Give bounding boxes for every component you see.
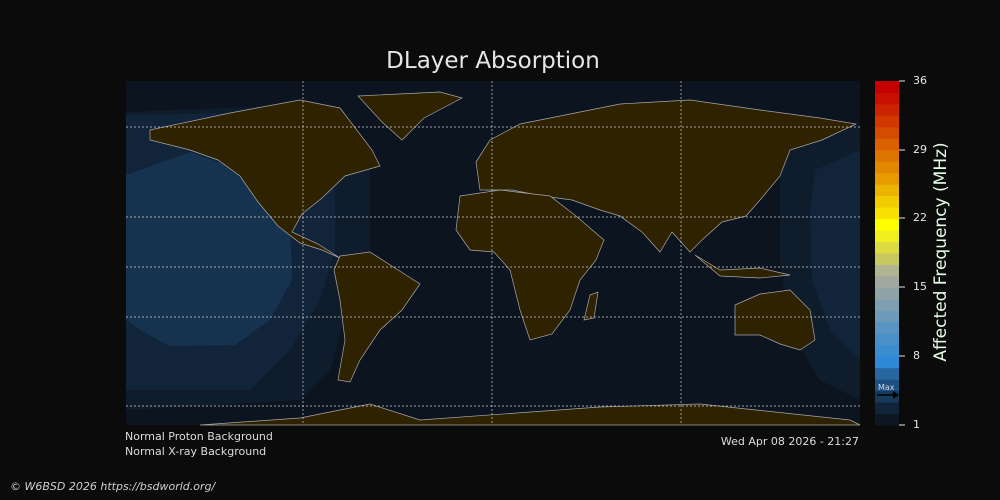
colorbar-segment xyxy=(875,115,899,128)
map-title: DLayer Absorption xyxy=(386,48,600,74)
colorbar-segment xyxy=(875,356,899,369)
colorbar-segment xyxy=(875,241,899,254)
tick-1: 1 xyxy=(913,418,920,431)
colorbar-segment xyxy=(875,321,899,334)
tick-36: 36 xyxy=(913,74,927,87)
colorbar-segment xyxy=(875,287,899,300)
colorbar-segment xyxy=(875,184,899,197)
absorption-zone-east-inner xyxy=(810,150,860,360)
tick-29: 29 xyxy=(913,143,927,156)
colorbar-label: Affected Frequency (MHz) xyxy=(931,142,951,362)
max-arrow-icon xyxy=(877,391,899,399)
colorbar-segment xyxy=(875,253,899,265)
max-label: Max xyxy=(878,383,895,392)
africa xyxy=(455,189,605,341)
indonesia xyxy=(694,254,791,279)
copyright: © W6BSD 2026 https://bsdworld.org/ xyxy=(10,480,216,493)
colorbar-segment xyxy=(875,333,899,346)
timestamp: Wed Apr 08 2026 - 21:27 xyxy=(720,435,859,448)
madagascar xyxy=(583,291,599,321)
north-america xyxy=(149,99,381,259)
colorbar-segment xyxy=(875,390,899,403)
landmasses xyxy=(149,91,861,426)
colorbar-segment xyxy=(875,379,899,392)
colorbar-segment xyxy=(875,138,899,151)
colorbar-ticks xyxy=(899,80,905,426)
colorbar-segment xyxy=(875,402,899,415)
colorbar-segment xyxy=(875,195,899,208)
colorbar-segment xyxy=(875,310,899,323)
south-america xyxy=(333,251,421,383)
colorbar-segment xyxy=(875,344,899,357)
graticule xyxy=(126,81,860,425)
xray-status: Normal X-ray Background xyxy=(125,445,267,458)
australia xyxy=(734,289,816,351)
colorbar-segment xyxy=(875,413,899,426)
tick-22: 22 xyxy=(913,211,927,224)
colorbar xyxy=(875,81,899,426)
colorbar-segment xyxy=(875,161,899,174)
colorbar-segment xyxy=(875,92,899,105)
colorbar-segment xyxy=(875,298,899,311)
proton-status: Normal Proton Background xyxy=(125,430,273,443)
colorbar-segment xyxy=(875,264,899,277)
colorbar-segment xyxy=(875,367,899,380)
colorbar-segment xyxy=(875,218,899,231)
absorption-zone-inner xyxy=(126,152,292,346)
colorbar-segment xyxy=(875,230,899,243)
colorbar-segment xyxy=(875,207,899,220)
colorbar-segment xyxy=(875,172,899,185)
tick-8: 8 xyxy=(913,349,920,362)
greenland xyxy=(357,91,463,141)
tick-15: 15 xyxy=(913,280,927,293)
colorbar-segment xyxy=(875,275,899,288)
colorbar-segment xyxy=(875,81,899,93)
colorbar-segment xyxy=(875,103,899,116)
colorbar-segment xyxy=(875,126,899,139)
eurasia xyxy=(475,99,858,253)
colorbar-segment xyxy=(875,149,899,162)
antarctica xyxy=(199,403,861,426)
